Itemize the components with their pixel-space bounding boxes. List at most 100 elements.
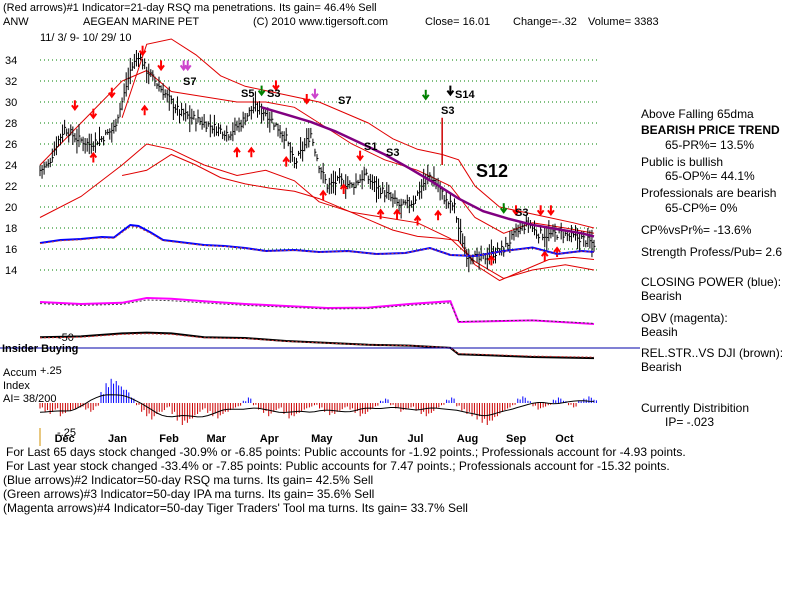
month-label: May (311, 433, 333, 445)
y-tick-label: 18 (5, 223, 17, 235)
sell-arrow-head (547, 209, 555, 216)
price-axis: 34 32 30 28 26 24 22 20 18 16 14 (5, 55, 17, 277)
buy-arrow-head (434, 209, 442, 216)
sell-arrow-head (138, 50, 147, 57)
sell-arrow-head (446, 90, 455, 97)
y-tick-label: 32 (5, 76, 17, 88)
signal-arrows (71, 45, 561, 266)
minus25-label: -.25 (57, 427, 76, 439)
sell-arrow-head (356, 155, 364, 162)
sell-arrow-head (536, 209, 545, 216)
buy-arrow-head (393, 208, 401, 215)
sell-arrow-head (272, 84, 280, 92)
relstr-value: Bearish (641, 360, 682, 374)
buy-arrow-head (233, 146, 241, 153)
index-label: Index (3, 380, 30, 392)
sell-arrow-head (302, 98, 311, 105)
signal-label: S7 (183, 76, 196, 88)
signal-label: S3 (386, 147, 399, 159)
month-label: Aug (457, 433, 478, 445)
buy-arrow-head (339, 183, 348, 190)
closing-power-ma-line (39, 225, 595, 257)
strength-text: Strength Profess/Pub= 2.6 (641, 245, 782, 259)
footer-line2: For Last year stock changed -33.4% or -7… (6, 459, 670, 473)
y-tick-label: 20 (5, 202, 17, 214)
sell-arrow-head (71, 104, 79, 111)
symbol-label: ANW (3, 16, 29, 28)
distribution-value: IP= -.023 (665, 415, 714, 429)
month-label: Mar (206, 433, 226, 445)
signal-label: S1 (364, 141, 377, 153)
sell-arrow-head (512, 209, 520, 216)
month-label: Oct (555, 433, 574, 445)
signal-label: S14 (455, 89, 475, 101)
y-tick-label: 26 (5, 139, 17, 151)
obv-value: Beasih (641, 325, 678, 339)
month-axis: Dec Jan Feb Mar Apr May Jun Jul Aug Sep Oct (55, 433, 574, 445)
date-range-label: 11/ 3/ 9- 10/ 29/ 10 (40, 32, 132, 44)
buy-arrow-head (376, 208, 385, 215)
month-label: Jun (358, 433, 378, 445)
sell-arrow-head (257, 90, 266, 97)
signal-label: S5 (241, 88, 254, 100)
month-label: Feb (159, 433, 179, 445)
y-tick-label: 16 (5, 244, 17, 256)
y-tick-label: 24 (5, 160, 17, 172)
header-line1: (Red arrows)#1 Indicator=21-day RSQ ma p… (3, 2, 377, 14)
closing-power-title: CLOSING POWER (blue): (641, 275, 781, 289)
plus25-label: +.25 (40, 365, 62, 377)
buy-arrow-head (540, 250, 549, 257)
sell-arrow-head (183, 64, 192, 72)
company-label: AEGEAN MARINE PET (83, 16, 199, 28)
sell-arrow-head (108, 92, 116, 99)
footer-line4: (Green arrows)#3 Indicator=50-day IPA ma… (3, 487, 374, 501)
trend-value: 65-PR%= 13.5% (665, 138, 754, 152)
obv-title: OBV (magenta): (641, 311, 728, 325)
accum-ma-line (39, 394, 595, 418)
y-tick-label: 30 (5, 97, 17, 109)
buy-arrow-head (247, 146, 256, 153)
minus50-label: -50 (58, 332, 74, 344)
relstr-title: REL.STR..VS DJI (brown): (641, 346, 783, 360)
buy-arrow-head (413, 214, 422, 222)
sell-arrow-head (89, 113, 98, 120)
month-label: Jan (108, 433, 127, 445)
month-label: Sep (506, 433, 526, 445)
footer-line5: (Magenta arrows)#4 Indicator=50-day Tige… (3, 501, 468, 515)
cp-vs-pr: CP%vsPr%= -13.6% (641, 223, 752, 237)
public-value: 65-OP%= 44.1% (665, 169, 755, 183)
buy-arrow-head (89, 151, 98, 159)
footer-line3: (Blue arrows)#2 Indicator=50-day RSQ ma … (3, 473, 373, 487)
signal-label: S3 (515, 207, 528, 219)
sell-arrow-head (157, 64, 165, 72)
right-panel: Above Falling 65dma BEARISH PRICE TREND … (641, 107, 783, 429)
month-label: Dec (55, 433, 75, 445)
buy-arrow-head (282, 156, 291, 163)
distribution-title: Currently Distribition (641, 401, 749, 415)
buy-arrow-head (319, 189, 327, 196)
sell-arrow-head (499, 207, 508, 214)
ma65-line (261, 106, 595, 238)
lower-band-line (121, 153, 595, 282)
signal-label: S3 (441, 105, 454, 117)
pros-value: 65-CP%= 0% (665, 201, 738, 215)
y-tick-label: 22 (5, 181, 17, 193)
insider-label: Insider Buying (2, 343, 78, 355)
above-ma-text: Above Falling 65dma (641, 107, 754, 121)
sell-arrow-head (421, 94, 430, 101)
buy-arrow-head (553, 246, 561, 253)
trend-title: BEARISH PRICE TREND (641, 123, 780, 137)
inner-lower-band-line (39, 143, 595, 279)
y-tick-label: 28 (5, 118, 17, 130)
volume-label: Volume= 3383 (588, 16, 659, 28)
relstr-line (39, 331, 595, 360)
close-label: Close= 16.01 (425, 16, 490, 28)
closing-power-value: Bearish (641, 289, 682, 303)
copyright-label: (C) 2010 www.tigersoft.com (253, 16, 388, 28)
buy-arrow-head (140, 104, 149, 111)
signal-label: S3 (267, 88, 280, 100)
accum-label: Accum (3, 367, 37, 379)
month-label: Jul (408, 433, 424, 445)
